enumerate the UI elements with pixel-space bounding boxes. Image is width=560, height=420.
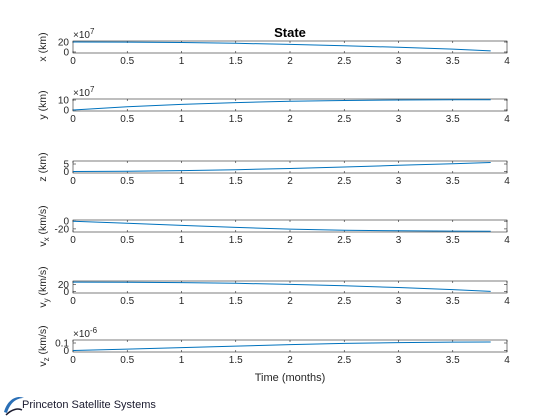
axis-exponent-label: ×107	[73, 27, 95, 41]
y-tick-label: 0	[63, 217, 69, 228]
x-tick-label: 4	[504, 56, 510, 67]
y-tick-label: 20	[58, 280, 70, 291]
x-tick-label: 1.5	[229, 296, 243, 307]
x-tick-label: 1	[179, 176, 185, 187]
x-tick-label: 0	[70, 114, 76, 125]
subplot-3: 0 0.5 1 1.5 2 2.5 3 3.5 4 05 z (km)	[37, 152, 510, 187]
y-axis-label: vz (km/s)	[37, 325, 51, 366]
y-tick-label: 0	[63, 287, 69, 298]
subplot-4: 0 0.5 1 1.5 2 2.5 3 3.5 4 0-20 vx (km/s)	[37, 205, 510, 246]
y-axis-label: y (km)	[37, 90, 49, 119]
x-tick-label: 3	[396, 56, 402, 67]
x-tick-label: 3	[396, 355, 402, 366]
x-tick-label: 3.5	[446, 355, 460, 366]
y-tick-label: 0	[63, 346, 69, 357]
x-tick-label: 2	[287, 235, 293, 246]
swoosh-logo-icon	[4, 396, 24, 416]
y-axis-label: z (km)	[37, 152, 49, 181]
y-axis-label: x (km)	[37, 32, 49, 61]
x-tick-label: 0	[70, 296, 76, 307]
y-tick-label: -20	[55, 224, 70, 235]
x-tick-label: 0.5	[120, 235, 134, 246]
y-tick-label: 20	[58, 38, 70, 49]
x-tick-label: 4	[504, 235, 510, 246]
x-tick-label: 0	[70, 355, 76, 366]
x-tick-label: 1.5	[229, 355, 243, 366]
x-tick-label: 1	[179, 355, 185, 366]
x-tick-label: 4	[504, 176, 510, 187]
x-tick-label: 3	[396, 114, 402, 125]
x-tick-label: 2	[287, 176, 293, 187]
x-tick-label: 2	[287, 114, 293, 125]
x-tick-label: 3	[396, 296, 402, 307]
series-line	[72, 162, 491, 172]
x-tick-label: 2	[287, 296, 293, 307]
x-tick-label: 0	[70, 235, 76, 246]
axis-exponent-label: ×10-6	[73, 326, 98, 340]
x-tick-label: 4	[504, 355, 510, 366]
x-tick-label: 2.5	[337, 176, 351, 187]
x-tick-label: 0	[70, 56, 76, 67]
x-tick-label: 4	[504, 114, 510, 125]
x-tick-label: 2.5	[337, 56, 351, 67]
x-tick-label: 3	[396, 235, 402, 246]
subplot-6: 0 0.5 1 1.5 2 2.5 3 3.5 4 00.1 ×10-6 vz (km/s)	[37, 325, 510, 366]
x-tick-label: 1	[179, 56, 185, 67]
x-tick-label: 1	[179, 235, 185, 246]
x-tick-label: 2.5	[337, 296, 351, 307]
y-axis-label: vx (km/s)	[37, 205, 51, 246]
x-tick-label: 3	[396, 176, 402, 187]
series-line	[72, 220, 491, 232]
x-tick-label: 1	[179, 296, 185, 307]
x-tick-label: 3.5	[446, 296, 460, 307]
y-tick-label: 5	[63, 160, 69, 171]
x-axis-label: Time (months)	[255, 372, 326, 384]
x-tick-label: 3.5	[446, 56, 460, 67]
x-tick-label: 0.5	[120, 176, 134, 187]
company-logo: Princeton Satellite Systems	[2, 392, 182, 418]
x-tick-label: 4	[504, 296, 510, 307]
x-tick-label: 0.5	[120, 355, 134, 366]
x-tick-label: 0.5	[120, 56, 134, 67]
x-tick-label: 0.5	[120, 296, 134, 307]
x-tick-label: 0	[70, 176, 76, 187]
y-tick-label: 0.1	[55, 339, 69, 350]
x-tick-label: 3.5	[446, 235, 460, 246]
x-tick-label: 1.5	[229, 114, 243, 125]
series-line	[72, 41, 491, 52]
x-tick-label: 2.5	[337, 114, 351, 125]
y-tick-label: 0	[63, 48, 69, 59]
x-tick-label: 3.5	[446, 114, 460, 125]
series-line	[72, 281, 491, 292]
x-tick-label: 2.5	[337, 235, 351, 246]
y-tick-label: 10	[58, 96, 70, 107]
figure-title: State	[274, 25, 306, 40]
x-tick-label: 0.5	[120, 114, 134, 125]
axis-exponent-label: ×107	[73, 85, 95, 99]
x-tick-label: 2	[287, 355, 293, 366]
x-tick-label: 1.5	[229, 235, 243, 246]
logo-text: Princeton Satellite Systems	[22, 399, 156, 411]
x-tick-label: 1.5	[229, 56, 243, 67]
subplot-2: 0 0.5 1 1.5 2 2.5 3 3.5 4 010×107 y (km)	[37, 85, 510, 125]
y-axis-label: vy (km/s)	[37, 266, 51, 307]
subplot-1: 0 0.5 1 1.5 2 2.5 3 3.5 4 020×107 x (km)	[37, 27, 510, 67]
x-tick-label: 2.5	[337, 355, 351, 366]
y-tick-label: 0	[63, 106, 69, 117]
x-tick-label: 2	[287, 56, 293, 67]
subplot-5: 0 0.5 1 1.5 2 2.5 3 3.5 4 020 vy (km/s)	[37, 266, 510, 307]
series-line	[72, 341, 491, 351]
series-line	[72, 99, 491, 111]
y-tick-label: 0	[63, 167, 69, 178]
x-tick-label: 1	[179, 114, 185, 125]
x-tick-label: 3.5	[446, 176, 460, 187]
x-tick-label: 1.5	[229, 176, 243, 187]
